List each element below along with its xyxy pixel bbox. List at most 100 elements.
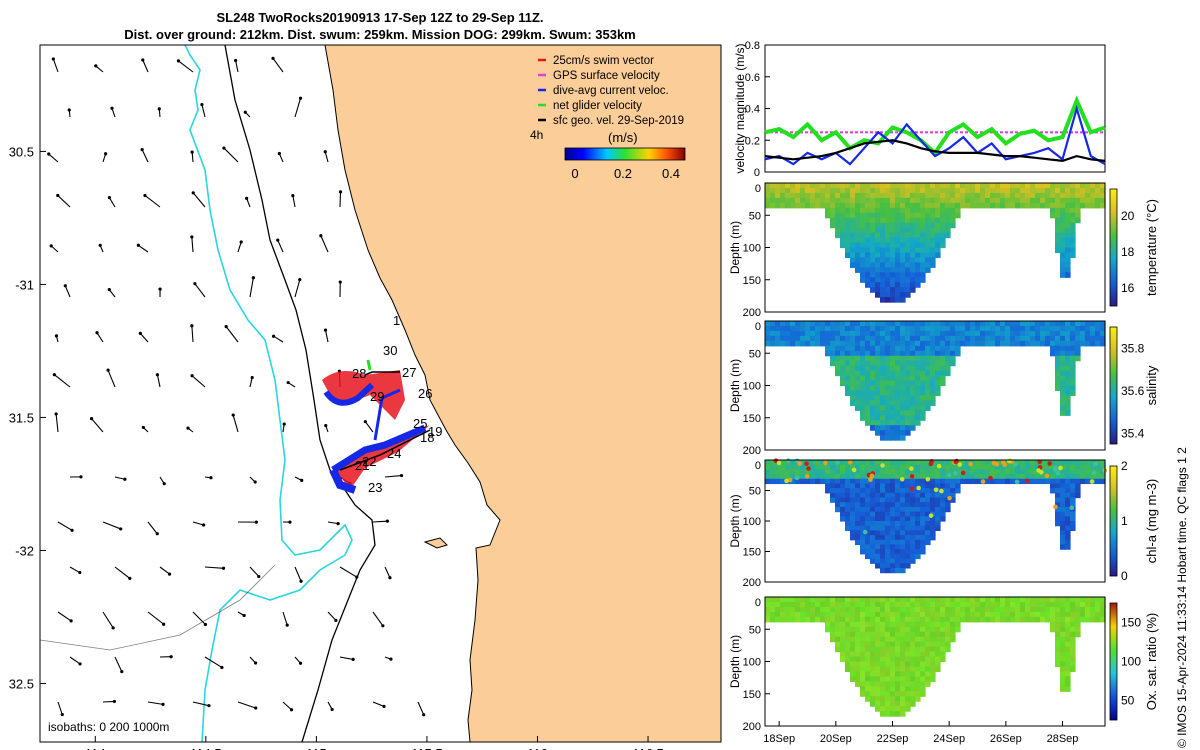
section-cell	[865, 237, 871, 244]
section-cell	[945, 502, 951, 508]
section-cell	[905, 611, 911, 618]
section-cell	[840, 242, 846, 249]
section-cell	[1075, 474, 1081, 480]
section-cell	[805, 478, 811, 485]
section-cell	[870, 287, 876, 293]
section-cell	[790, 325, 796, 332]
section-cell	[880, 380, 886, 387]
section-cell	[815, 460, 821, 466]
chl-sample-dot	[1053, 504, 1058, 510]
section-cell	[765, 192, 771, 199]
section-cell	[1065, 661, 1071, 668]
section-cell	[1060, 197, 1066, 204]
section-cell	[875, 646, 881, 653]
section-cell	[910, 237, 916, 244]
section-cell	[1010, 597, 1016, 603]
section-cell	[865, 282, 871, 288]
section-cell	[955, 606, 961, 613]
velocity-series-line	[764, 95, 1106, 156]
geo-velocity-arrow	[249, 277, 254, 298]
section-cell	[875, 192, 881, 199]
section-cell	[910, 282, 916, 288]
section-cell	[880, 661, 886, 668]
section-cell	[865, 611, 871, 618]
section-cell	[1000, 321, 1006, 327]
section-cell	[920, 227, 926, 234]
section-cell	[780, 340, 786, 347]
section-cell	[985, 464, 991, 470]
section-cell	[900, 192, 906, 199]
section-cell	[890, 415, 896, 421]
section-cell	[1060, 375, 1066, 382]
section-cell	[950, 321, 956, 327]
section-cell	[890, 187, 896, 194]
section-cell	[1070, 626, 1076, 633]
section-cell	[895, 621, 901, 628]
section-cell	[1070, 488, 1076, 494]
section-cell	[965, 460, 971, 466]
section-cell	[1060, 267, 1066, 273]
section-cell	[920, 464, 926, 470]
geo-velocity-arrowhead	[299, 579, 303, 583]
section-cell	[880, 502, 886, 508]
section-cell	[955, 626, 961, 633]
section-cell	[870, 483, 876, 489]
section-cell	[890, 696, 896, 702]
section-cell	[955, 601, 961, 608]
chl-sample-dot	[1058, 465, 1063, 471]
section-cell	[900, 292, 906, 298]
section-cell	[1065, 651, 1071, 658]
section-cell	[850, 646, 856, 653]
section-cell	[905, 539, 911, 546]
section-cell	[930, 666, 936, 673]
section-cell	[845, 187, 851, 194]
section-cell	[935, 321, 941, 327]
section-cell	[985, 601, 991, 608]
section-cell	[835, 488, 841, 494]
section-cell	[865, 535, 871, 541]
section-cell	[1070, 232, 1076, 239]
section-cell	[915, 601, 921, 608]
section-cell	[965, 321, 971, 327]
section-cell	[975, 187, 981, 194]
section-cell	[1055, 227, 1061, 234]
section-cell	[775, 601, 781, 608]
section-cell	[1070, 385, 1076, 392]
section-cell	[1085, 197, 1091, 204]
section-cell	[820, 321, 826, 327]
section-cell	[825, 335, 831, 342]
section-cell	[895, 544, 901, 550]
section-cell	[1000, 597, 1006, 603]
section-cell	[855, 641, 861, 648]
geo-velocity-arrowhead	[141, 425, 145, 430]
section-cell	[1035, 616, 1041, 623]
section-cell	[915, 521, 921, 527]
section-cell	[835, 227, 841, 234]
section-cell	[905, 390, 911, 397]
section-cell	[935, 252, 941, 259]
section-cell	[925, 232, 931, 239]
section-cell	[935, 611, 941, 618]
section-cell	[780, 192, 786, 199]
section-cell	[915, 252, 921, 259]
section-cell	[835, 606, 841, 613]
section-cell	[795, 197, 801, 204]
geo-velocity-arrow	[107, 369, 116, 388]
section-cell	[875, 183, 881, 189]
section-cell	[900, 521, 906, 527]
section-cell	[770, 202, 776, 209]
section-cell	[815, 335, 821, 342]
section-cell	[880, 355, 886, 362]
section-cell	[785, 474, 791, 480]
section-cell	[1095, 616, 1101, 623]
section-cell	[870, 197, 876, 204]
section-cell	[765, 187, 771, 194]
section-cell	[1060, 262, 1066, 268]
section-cell	[855, 257, 861, 263]
section-cell	[915, 469, 921, 475]
section-cell	[835, 626, 841, 633]
section-cell	[905, 257, 911, 263]
section-cell	[1065, 272, 1071, 278]
